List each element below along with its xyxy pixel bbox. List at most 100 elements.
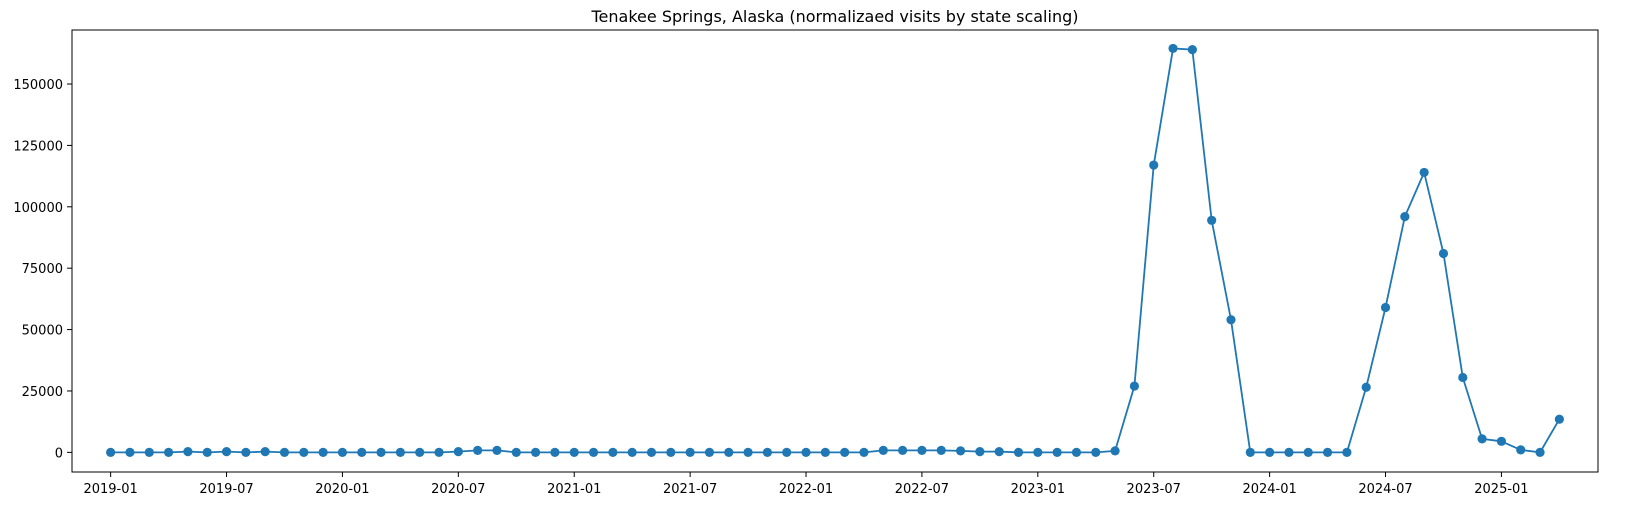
data-point [1419,167,1429,178]
data-point [1322,447,1333,457]
data-point [1380,302,1391,313]
data-point [666,447,676,457]
y-tick-label: 50000 [22,324,63,339]
data-point [724,447,734,457]
data-point [530,447,541,457]
data-point [1149,160,1159,170]
data-point [241,447,251,457]
data-point [1303,447,1313,457]
x-tick-label: 2021-07 [663,482,717,497]
series-line [110,47,1561,454]
y-tick-label: 125000 [13,139,63,154]
y-tick-label: 150000 [13,78,63,93]
data-point [163,447,174,457]
data-point [975,447,985,457]
data-point [1361,382,1371,392]
series-path [110,47,1561,454]
data-point [627,447,637,457]
data-point [1516,445,1526,455]
x-tick-label: 2021-01 [547,482,601,497]
data-point [318,447,328,457]
data-point [260,447,270,457]
data-point [1071,447,1082,457]
x-tick-label: 2022-07 [895,482,949,497]
data-point [1207,215,1217,225]
data-point [1110,446,1120,456]
data-point [898,445,908,455]
data-point [337,447,348,457]
data-point [1226,315,1236,325]
data-point [415,447,425,457]
x-tick-label: 2023-07 [1127,482,1181,497]
chart-title: Tenakee Springs, Alaska (normalizaed vis… [591,7,1079,26]
data-point [917,445,927,455]
data-point [473,445,483,455]
data-point [859,447,869,457]
data-point [1265,447,1275,457]
data-point [801,447,811,457]
data-point [453,447,463,457]
y-tick-label: 0 [55,446,63,461]
data-point [511,447,521,457]
data-point [550,447,560,457]
y-tick-label: 25000 [22,385,63,400]
x-tick-label: 2024-01 [1242,482,1296,497]
x-tick-label: 2025-01 [1474,482,1528,497]
data-point [704,447,715,457]
data-point [106,447,116,457]
data-point [782,447,792,457]
data-point [820,447,830,457]
data-point [994,447,1004,457]
data-point [125,447,135,457]
data-point [395,447,405,457]
data-point [762,447,772,457]
data-point [569,447,579,457]
data-point [588,447,599,457]
data-point [279,447,290,457]
data-point [608,447,618,457]
data-point [1477,434,1487,444]
data-point [743,447,753,457]
data-point [434,447,444,457]
axis-ticks: 2019-01 2019-07 2020-01 2020-07 2021-01 2021-… [13,78,1528,497]
data-point [1400,212,1410,222]
data-point [1496,436,1507,446]
data-points [106,43,1564,457]
data-point [1438,248,1449,259]
data-point [1245,447,1255,457]
data-point [1052,447,1062,457]
data-point [357,447,367,457]
x-tick-label: 2023-01 [1011,482,1065,497]
data-point [1458,372,1468,383]
data-point [221,447,232,457]
x-tick-label: 2024-07 [1358,482,1412,497]
data-point [1342,447,1352,457]
data-point [202,447,212,457]
data-point [936,445,946,455]
data-point [840,447,850,457]
data-point [1091,447,1101,457]
data-point [955,446,966,456]
x-tick-label: 2019-07 [199,482,253,497]
x-tick-label: 2019-01 [83,482,137,497]
data-point [299,447,309,457]
data-point [1187,45,1197,55]
data-point [1535,447,1545,457]
data-point [1033,447,1043,457]
data-point [1013,447,1024,457]
x-tick-label: 2020-01 [315,482,369,497]
data-point [376,447,386,457]
data-point [1129,381,1140,391]
y-tick-label: 75000 [22,262,63,277]
y-tick-label: 100000 [13,201,63,216]
data-point [183,447,193,457]
data-point [646,447,657,457]
data-point [685,447,695,457]
plot-frame [71,29,1599,473]
data-point [1168,43,1178,54]
axes [71,29,1599,473]
data-point [1554,414,1564,424]
data-point [878,445,888,455]
